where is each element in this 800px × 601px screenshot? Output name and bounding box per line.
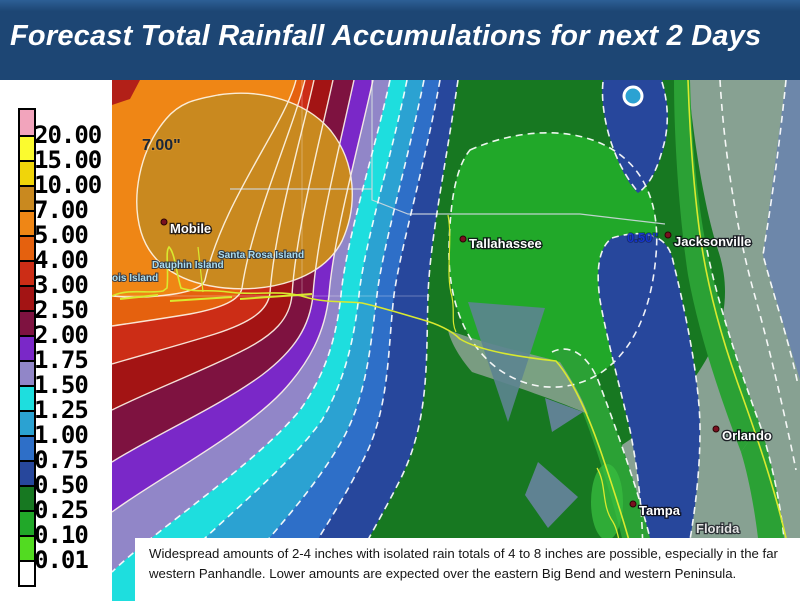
legend-colorbar <box>18 108 36 587</box>
legend-swatch-18 <box>20 560 34 585</box>
gulf-slate-patch-1 <box>545 398 583 432</box>
legend-swatch-15 <box>20 485 34 510</box>
city-markers <box>160 218 720 508</box>
state-label-florida: Florida <box>696 521 740 536</box>
contours-dashed <box>112 80 799 601</box>
city-label-mobile: Mobile <box>170 221 211 236</box>
legend-swatch-5 <box>20 235 34 260</box>
city-marker-orlando <box>712 425 720 433</box>
rainfall-map: 7.00" 0.50" Mobile Tallahassee Jacksonvi… <box>112 80 800 601</box>
legend-label-1.00: 1.00 <box>34 421 89 449</box>
legend-label-1.75: 1.75 <box>34 346 89 374</box>
tampa-green-patch <box>591 464 623 540</box>
legend-swatch-16 <box>20 510 34 535</box>
legend-swatch-7 <box>20 285 34 310</box>
coastal-green-band-south <box>741 425 784 538</box>
legend-swatch-13 <box>20 435 34 460</box>
legend-label-7.00: 7.00 <box>34 196 89 224</box>
legend-label-4.00: 4.00 <box>34 246 89 274</box>
rainfall-map-svg: 7.00" 0.50" Mobile Tallahassee Jacksonvi… <box>112 80 800 601</box>
coastal-green-band <box>674 80 760 452</box>
city-label-tampa: Tampa <box>639 503 681 518</box>
legend-label-0.01: 0.01 <box>34 546 89 574</box>
legend-label-15.00: 15.00 <box>34 146 102 174</box>
low-rain-label: 0.50" <box>627 230 658 245</box>
legend-swatch-9 <box>20 335 34 360</box>
peak-rain-label: 7.00" <box>142 137 181 154</box>
city-marker-mobile <box>160 218 168 226</box>
legend-swatch-8 <box>20 310 34 335</box>
legend-label-20.00: 20.00 <box>34 121 102 149</box>
legend-swatch-14 <box>20 460 34 485</box>
legend-label-10.00: 10.00 <box>34 171 102 199</box>
legend-swatch-3 <box>20 185 34 210</box>
legend-swatch-0 <box>20 110 34 135</box>
city-marker-jacksonville <box>664 231 672 239</box>
city-label-orlando: Orlando <box>722 428 772 443</box>
city-label-jacksonville: Jacksonville <box>674 234 751 249</box>
legend-label-0.10: 0.10 <box>34 521 89 549</box>
offshore-slate-ne <box>763 80 800 380</box>
city-marker-tampa <box>629 500 637 508</box>
jacksonville-blob-ring <box>622 85 644 107</box>
legend-label-2.00: 2.00 <box>34 321 89 349</box>
legend-swatch-11 <box>20 385 34 410</box>
city-marker-tallahassee <box>459 235 467 243</box>
legend-swatch-17 <box>20 535 34 560</box>
legend-swatch-2 <box>20 160 34 185</box>
gulf-slate-patch-2 <box>525 462 578 528</box>
topleft-red-block <box>112 80 140 105</box>
peninsula-band <box>598 233 700 601</box>
header-bar: Forecast Total Rainfall Accumulations fo… <box>0 0 800 80</box>
caption-box: Widespread amounts of 2-4 inches with is… <box>135 538 800 601</box>
coastline <box>112 80 787 601</box>
caption-text: Widespread amounts of 2-4 inches with is… <box>149 546 778 581</box>
legend-swatch-6 <box>20 260 34 285</box>
city-label-tallahassee: Tallahassee <box>469 236 542 251</box>
legend-label-0.25: 0.25 <box>34 496 89 524</box>
legend-label-3.00: 3.00 <box>34 271 89 299</box>
legend-swatch-10 <box>20 360 34 385</box>
island-label-dauphin: Dauphin Island <box>152 260 224 271</box>
jacksonville-blob <box>602 80 668 193</box>
apalachee-bay <box>468 302 545 422</box>
legend-swatch-4 <box>20 210 34 235</box>
legend-label-1.25: 1.25 <box>34 396 89 424</box>
legend-panel: 20.00 15.00 10.00 7.00 5.00 4.00 3.00 2.50 2.00 1… <box>0 80 112 601</box>
legend-swatch-12 <box>20 410 34 435</box>
legend-label-1.50: 1.50 <box>34 371 89 399</box>
legend-label-0.75: 0.75 <box>34 446 89 474</box>
page-title: Forecast Total Rainfall Accumulations fo… <box>10 20 762 52</box>
legend-label-0.50: 0.50 <box>34 471 89 499</box>
island-label-bois: ois Island <box>112 273 158 284</box>
legend-label-2.50: 2.50 <box>34 296 89 324</box>
legend-swatch-1 <box>20 135 34 160</box>
island-label-santa-rosa: Santa Rosa Island <box>218 250 304 261</box>
legend-label-5.00: 5.00 <box>34 221 89 249</box>
contours-solid <box>112 80 374 513</box>
